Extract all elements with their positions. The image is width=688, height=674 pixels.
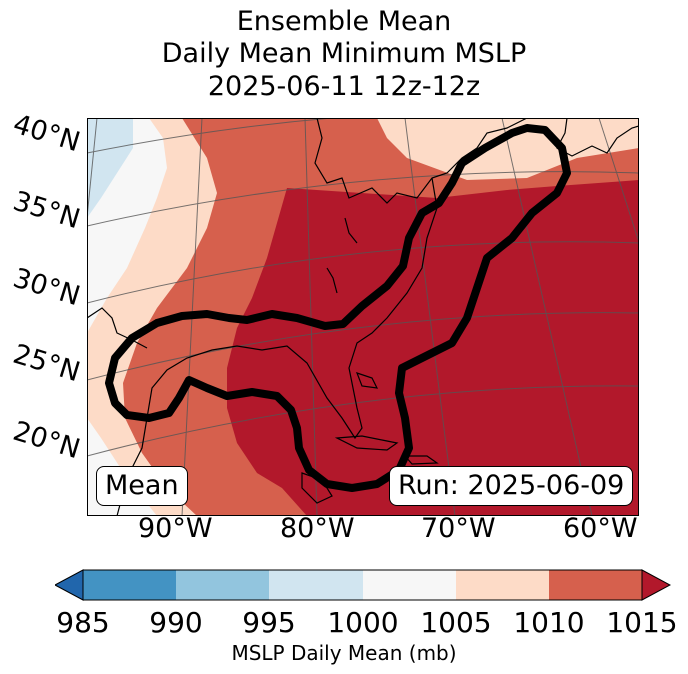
lat-label-25: 25°N	[9, 338, 84, 389]
colorbar-tick-995: 995	[242, 606, 296, 639]
title-line-2: Daily Mean Minimum MSLP	[161, 38, 527, 69]
lat-label-20: 20°N	[9, 415, 84, 466]
colorbar-tick-990: 990	[149, 606, 203, 639]
colorbar-bin-990-995	[176, 570, 269, 600]
field-995-1000	[87, 118, 133, 218]
colorbar-label: MSLP Daily Mean (mb)	[231, 641, 457, 665]
graticule	[87, 118, 639, 516]
field-1005-1010-northeast	[377, 118, 639, 180]
contour-1015	[105, 124, 571, 492]
mean-badge: Mean	[96, 466, 188, 506]
colorbar-bin-1005-1010	[456, 570, 549, 600]
colorbar-bin-1000-1005	[363, 570, 456, 600]
colorbar	[55, 569, 671, 601]
colorbar-extend-low	[55, 569, 84, 601]
lon-label-90w: 90°W	[138, 513, 213, 544]
lon-label-80w: 80°W	[280, 513, 355, 544]
colorbar-tick-985: 985	[56, 606, 110, 639]
colorbar-tick-1005: 1005	[420, 606, 492, 639]
colorbar-extend-high	[641, 569, 671, 601]
run-date-badge: Run: 2025-06-09	[389, 466, 634, 506]
lon-label-70w: 70°W	[421, 513, 496, 544]
lat-label-30: 30°N	[9, 262, 84, 313]
colorbar-tick-1000: 1000	[327, 606, 399, 639]
title-line-1: Ensemble Mean	[236, 6, 452, 37]
colorbar-bin-995-1000	[269, 570, 363, 600]
title-line-3: 2025-06-11 12z-12z	[207, 71, 481, 102]
colorbar-tick-1015: 1015	[606, 606, 678, 639]
coastlines	[87, 118, 639, 516]
field-above-1015	[227, 180, 639, 516]
colorbar-tick-1010: 1010	[513, 606, 585, 639]
lat-label-40: 40°N	[9, 108, 84, 159]
colorbar-bin-1010-1015	[549, 570, 642, 600]
map	[87, 118, 639, 516]
lat-label-35: 35°N	[9, 185, 84, 236]
lon-label-60w: 60°W	[563, 513, 638, 544]
colorbar-bin-985-990	[83, 570, 176, 600]
